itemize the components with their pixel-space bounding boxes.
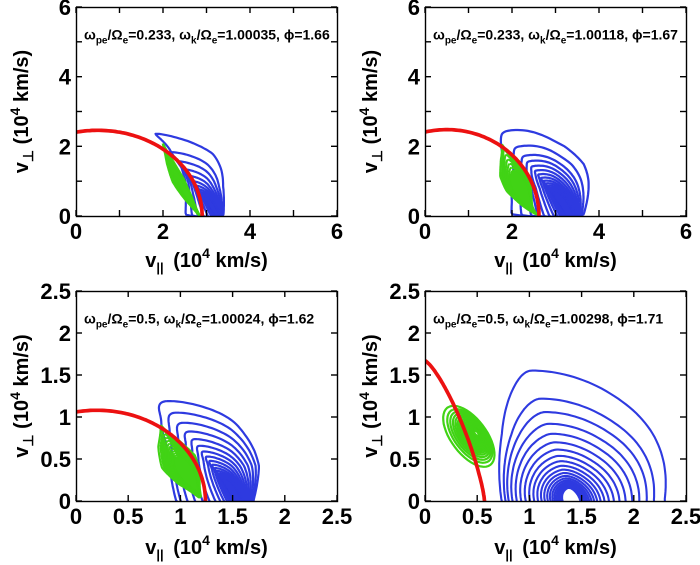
svg-text:ωpe/Ωe=0.233, ωk/Ωe=1.00035, ϕ: ωpe/Ωe=0.233, ωk/Ωe=1.00035, ϕ=1.66: [84, 27, 330, 47]
svg-text:1: 1: [408, 405, 420, 430]
svg-text:v|| (104 km/s): v|| (104 km/s): [145, 532, 267, 562]
svg-text:2: 2: [157, 219, 169, 244]
svg-text:4: 4: [408, 65, 421, 90]
svg-text:0: 0: [59, 204, 71, 229]
svg-text:0: 0: [70, 504, 82, 529]
svg-text:2: 2: [59, 134, 71, 159]
svg-text:0: 0: [70, 219, 82, 244]
svg-text:0.5: 0.5: [462, 504, 493, 529]
svg-text:2: 2: [59, 321, 71, 346]
svg-text:ωpe/Ωe=0.233, ωk/Ωe=1.00118, ϕ: ωpe/Ωe=0.233, ωk/Ωe=1.00118, ϕ=1.67: [433, 27, 678, 47]
svg-text:1.5: 1.5: [217, 504, 248, 529]
svg-text:0.5: 0.5: [389, 447, 420, 472]
svg-text:1.5: 1.5: [566, 504, 597, 529]
svg-text:2.5: 2.5: [671, 504, 700, 529]
svg-text:ωpe/Ωe=0.5, ωk/Ωe=1.00298, ϕ=1: ωpe/Ωe=0.5, ωk/Ωe=1.00298, ϕ=1.71: [433, 311, 663, 331]
svg-text:2.5: 2.5: [40, 279, 71, 304]
svg-text:2: 2: [506, 219, 518, 244]
svg-text:6: 6: [680, 219, 692, 244]
svg-text:0: 0: [408, 204, 420, 229]
svg-text:v|| (104 km/s): v|| (104 km/s): [494, 532, 616, 562]
svg-text:6: 6: [331, 219, 343, 244]
svg-text:4: 4: [59, 65, 72, 90]
svg-text:v|| (104 km/s): v|| (104 km/s): [145, 245, 267, 275]
svg-text:v⊥ (104 km/s): v⊥ (104 km/s): [7, 50, 36, 173]
svg-text:0: 0: [408, 489, 420, 514]
svg-text:1: 1: [59, 405, 71, 430]
svg-text:6: 6: [59, 0, 71, 20]
svg-text:0.5: 0.5: [40, 447, 71, 472]
svg-text:2: 2: [408, 134, 420, 159]
svg-text:ωpe/Ωe=0.5, ωk/Ωe=1.00024, ϕ=1: ωpe/Ωe=0.5, ωk/Ωe=1.00024, ϕ=1.62: [84, 311, 314, 331]
svg-text:v|| (104 km/s): v|| (104 km/s): [494, 245, 616, 275]
svg-text:2: 2: [279, 504, 291, 529]
svg-text:0: 0: [419, 219, 431, 244]
svg-text:1.5: 1.5: [40, 363, 71, 388]
svg-text:v⊥ (104 km/s): v⊥ (104 km/s): [356, 50, 385, 173]
svg-text:1.5: 1.5: [389, 363, 420, 388]
svg-text:4: 4: [244, 219, 257, 244]
svg-text:0: 0: [419, 504, 431, 529]
svg-text:2.5: 2.5: [322, 504, 353, 529]
svg-text:0: 0: [59, 489, 71, 514]
svg-text:6: 6: [408, 0, 420, 20]
svg-text:2.5: 2.5: [389, 279, 420, 304]
svg-text:4: 4: [593, 219, 606, 244]
svg-text:2: 2: [628, 504, 640, 529]
svg-text:1: 1: [523, 504, 535, 529]
svg-text:1: 1: [174, 504, 186, 529]
svg-text:2: 2: [408, 321, 420, 346]
svg-text:0.5: 0.5: [113, 504, 144, 529]
